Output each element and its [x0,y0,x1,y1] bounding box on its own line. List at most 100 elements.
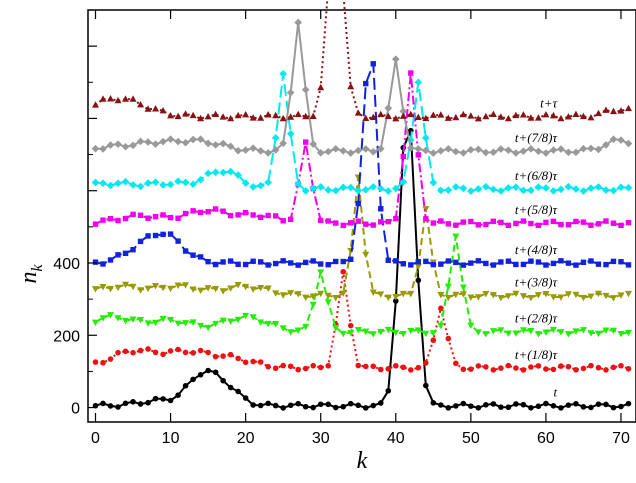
data-point [408,262,414,268]
data-point [271,146,280,154]
data-point [369,183,378,191]
series-0 [92,127,632,411]
data-point [130,349,136,356]
data-point [160,231,166,238]
data-point [227,258,234,264]
data-point [196,175,205,184]
data-point [385,387,392,394]
data-point [438,218,444,224]
data-point [121,177,130,186]
data-point [264,320,272,328]
data-point [542,110,550,118]
data-point [513,220,519,227]
data-point [422,206,430,213]
data-point [369,148,378,156]
data-point [339,290,347,297]
data-point [280,405,286,411]
data-point [354,186,363,195]
x-tick-label: 20 [237,430,255,447]
data-point [130,211,136,218]
data-point [407,290,415,298]
data-point [549,294,557,301]
data-point [579,144,588,153]
data-point [152,283,160,290]
data-point [272,402,279,409]
data-point [310,404,317,411]
data-point [513,365,519,371]
data-point [318,217,324,224]
data-point [205,367,211,374]
data-point [122,348,129,355]
data-point [617,330,625,338]
data-point [610,220,617,226]
data-point [527,328,535,335]
data-point [219,139,227,148]
data-point [498,219,504,226]
data-point [242,359,249,366]
data-point [220,259,226,265]
data-point [249,314,257,321]
data-point [219,288,227,295]
data-point [324,292,332,300]
data-point [174,112,182,120]
data-point [550,402,557,409]
data-point [377,328,385,336]
data-point [565,363,572,370]
data-point [587,330,595,337]
data-point [302,294,310,301]
data-point [242,312,250,320]
data-point [114,179,122,188]
data-point [182,349,189,356]
data-point [302,365,309,372]
data-point [527,144,535,153]
data-point [355,402,362,409]
x-axis-label: k [357,448,368,474]
data-point [498,365,504,371]
data-point [437,147,445,155]
data-point [355,218,361,224]
data-point [107,403,114,409]
data-point [414,327,422,334]
data-point [498,404,504,410]
data-point [490,401,497,407]
data-point [594,290,602,298]
data-point [220,208,226,214]
series-8 [92,0,632,122]
data-point [310,258,316,264]
data-point [160,351,166,358]
x-tick-label: 60 [537,430,555,447]
data-point [317,83,325,91]
data-point [279,114,287,122]
data-point [393,215,399,222]
data-point [265,262,271,268]
data-point [377,400,384,406]
data-point [399,330,407,338]
data-point [212,261,219,268]
x-tick-label: 0 [91,430,100,447]
data-point [339,183,348,192]
data-point [512,111,520,119]
data-point [130,246,136,253]
data-point [242,209,249,216]
data-point [99,284,107,291]
data-point [325,401,332,408]
data-point [391,55,400,63]
data-point [175,346,181,353]
data-point [602,186,610,194]
data-point [152,232,159,239]
data-point [444,294,452,302]
data-point [474,329,482,336]
data-point [287,260,294,266]
data-point [444,283,452,291]
data-point [212,369,219,376]
data-point [618,403,624,410]
data-point [115,217,121,224]
data-point [392,329,400,337]
x-tick-label: 10 [162,430,180,447]
data-point [430,337,437,344]
series-1 [92,268,632,373]
data-point [129,141,137,150]
data-point [489,328,497,335]
data-point [490,218,497,225]
data-point [452,147,460,156]
